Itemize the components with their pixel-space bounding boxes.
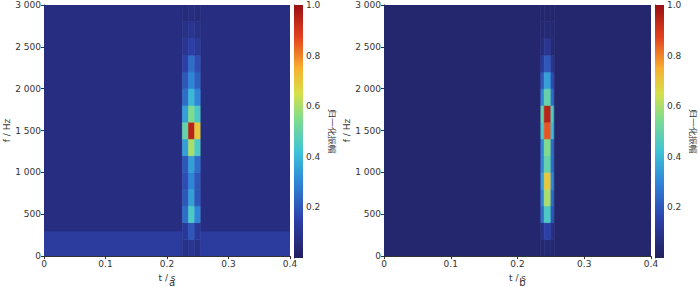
svg-text:2 000: 2 000 (15, 84, 41, 94)
svg-text:0.2: 0.2 (160, 259, 174, 269)
svg-text:0.1: 0.1 (444, 259, 458, 269)
svg-text:0.6: 0.6 (306, 101, 321, 111)
svg-text:归一化振幅: 归一化振幅 (327, 109, 337, 154)
svg-text:3 000: 3 000 (355, 0, 381, 10)
svg-text:2 000: 2 000 (355, 84, 381, 94)
svg-text:0.2: 0.2 (510, 259, 524, 269)
svg-text:0.1: 0.1 (98, 259, 112, 269)
svg-text:0.2: 0.2 (306, 202, 320, 212)
svg-text:0: 0 (375, 251, 381, 262)
svg-text:0: 0 (41, 259, 47, 269)
svg-text:0.4: 0.4 (667, 152, 682, 162)
svg-text:1 000: 1 000 (15, 167, 41, 177)
svg-text:b: b (519, 277, 525, 287)
svg-text:3 000: 3 000 (15, 0, 41, 10)
svg-text:0.4: 0.4 (306, 152, 321, 162)
svg-text:2 500: 2 500 (15, 42, 41, 52)
svg-text:f / Hz: f / Hz (2, 119, 12, 143)
svg-text:500: 500 (364, 209, 381, 219)
svg-text:0: 0 (381, 259, 387, 269)
svg-text:0.3: 0.3 (577, 259, 591, 269)
svg-text:500: 500 (24, 209, 41, 219)
svg-text:1 500: 1 500 (15, 126, 41, 136)
svg-text:0.8: 0.8 (306, 51, 321, 61)
svg-text:2 500: 2 500 (355, 42, 381, 52)
svg-text:0.3: 0.3 (221, 259, 235, 269)
svg-text:1 500: 1 500 (355, 126, 381, 136)
svg-text:1.0: 1.0 (667, 0, 682, 10)
svg-text:0: 0 (35, 251, 41, 262)
svg-text:归一化振幅: 归一化振幅 (688, 109, 698, 154)
svg-text:1.0: 1.0 (306, 0, 321, 10)
svg-text:0.6: 0.6 (667, 101, 682, 111)
svg-text:0.2: 0.2 (667, 202, 681, 212)
svg-text:0.4: 0.4 (644, 259, 659, 269)
svg-text:0.4: 0.4 (283, 259, 298, 269)
svg-text:1 000: 1 000 (355, 167, 381, 177)
svg-text:a: a (169, 277, 175, 287)
svg-text:f / Hz: f / Hz (342, 119, 352, 143)
svg-text:t / s: t / s (158, 272, 176, 283)
svg-text:0.8: 0.8 (667, 51, 682, 61)
svg-text:t / s: t / s (509, 272, 526, 283)
